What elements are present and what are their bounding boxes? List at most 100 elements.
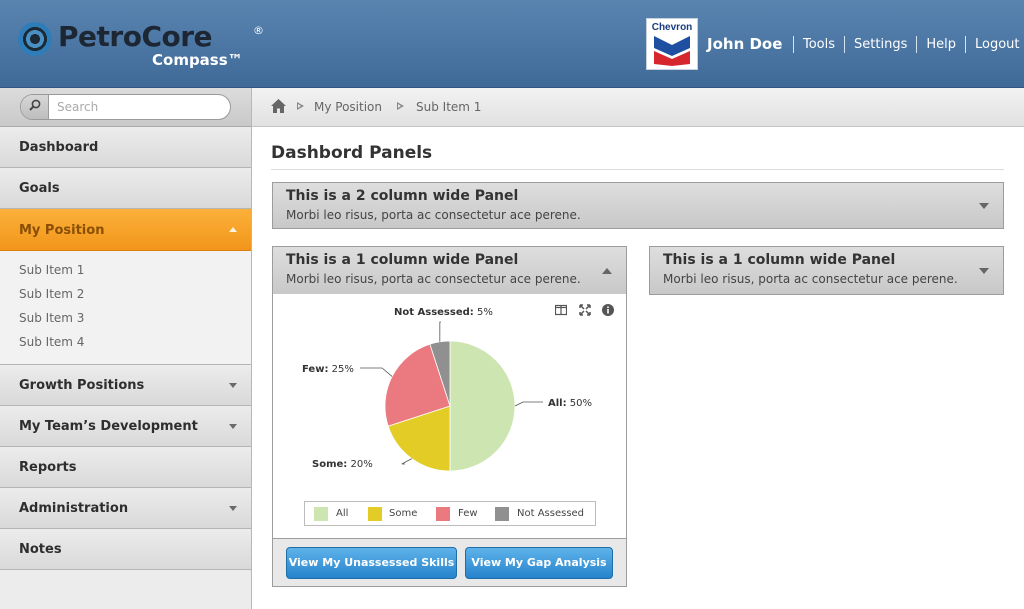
panel-subtitle: Morbi leo risus, porta ac consectetur ac…	[663, 272, 958, 286]
logout-link[interactable]: Logout	[965, 36, 1024, 53]
pie-slice-some[interactable]	[387, 405, 451, 472]
search-icon	[29, 99, 41, 111]
legend-swatch-not-assessed	[495, 507, 509, 521]
sidebar-item-label: Administration	[19, 501, 129, 516]
info-icon[interactable]	[602, 304, 614, 316]
pie-label-value: 50%	[569, 398, 593, 409]
legend-label-all[interactable]: All	[336, 508, 349, 519]
home-icon[interactable]	[271, 99, 286, 113]
panel-1-column-right[interactable]: This is a 1 column wide Panel Morbi leo …	[649, 246, 1004, 295]
legend-label-not-assessed[interactable]: Not Assessed	[517, 508, 585, 519]
legend-label-some[interactable]: Some	[389, 508, 418, 519]
pie-label-few: Few: 25%	[302, 364, 354, 375]
panel-subtitle: Morbi leo risus, porta ac consectetur ac…	[286, 208, 581, 222]
pie-label-value: 5%	[476, 307, 493, 318]
submenu-item-1[interactable]: Sub Item 1	[19, 263, 85, 277]
chevron-down-icon[interactable]	[979, 203, 989, 209]
tools-link[interactable]: Tools	[793, 36, 844, 53]
leader-line-few	[360, 367, 393, 377]
pie-label-not-assessed: Not Assessed: 5%	[394, 307, 493, 318]
sidebar-item-label: Notes	[19, 542, 62, 557]
settings-link[interactable]: Settings	[844, 36, 916, 53]
sidebar-item-dashboard[interactable]: Dashboard	[0, 127, 251, 168]
view-unassessed-skills-button[interactable]: View My Unassessed Skills	[286, 547, 457, 579]
chevron-logo: Chevron	[646, 18, 698, 70]
panel-title: This is a 2 column wide Panel	[286, 188, 519, 204]
pie-chart	[360, 321, 543, 472]
sidebar-item-growth-positions[interactable]: Growth Positions	[0, 365, 251, 406]
pie-label-value: 20%	[350, 459, 373, 470]
pie-slice-not-assessed[interactable]	[429, 340, 451, 407]
breadcrumb-separator-icon	[397, 102, 404, 110]
submenu-item-4[interactable]: Sub Item 4	[19, 335, 85, 349]
chevron-down-icon[interactable]	[979, 268, 989, 274]
breadcrumb: My Position Sub Item 1	[252, 88, 1024, 127]
logo-mark-icon	[18, 22, 52, 56]
sidebar-item-reports[interactable]: Reports	[0, 447, 251, 488]
sidebar-item-goals[interactable]: Goals	[0, 168, 251, 209]
expand-icon[interactable]	[579, 304, 591, 316]
view-gap-analysis-button[interactable]: View My Gap Analysis	[465, 547, 613, 579]
breadcrumb-my-position[interactable]: My Position	[314, 100, 382, 114]
legend-label-few[interactable]: Few	[458, 508, 478, 519]
leader-line-all	[514, 401, 543, 407]
partner-logo-name: Chevron	[651, 22, 693, 33]
panel-1-column-left[interactable]: This is a 1 column wide Panel Morbi leo …	[272, 246, 627, 295]
search-input[interactable]	[57, 95, 227, 119]
chevron-down-icon	[229, 383, 237, 388]
submenu-item-3[interactable]: Sub Item 3	[19, 311, 85, 325]
sidebar-item-label: My Position	[19, 223, 105, 238]
breadcrumb-separator-icon	[297, 102, 304, 110]
sidebar-item-my-position[interactable]: My Position	[0, 209, 251, 251]
sidebar-item-label: Goals	[19, 181, 60, 196]
app-header: PetroCore ® Compass™ Chevron John Doe To…	[0, 0, 1024, 88]
logo-subtitle: Compass™	[152, 51, 243, 69]
search-bar	[0, 88, 251, 127]
legend-swatch-all	[314, 507, 328, 521]
panel-footer: View My Unassessed Skills View My Gap An…	[272, 538, 627, 587]
my-position-submenu: Sub Item 1 Sub Item 2 Sub Item 3 Sub Ite…	[0, 251, 251, 365]
page-title: Dashbord Panels	[271, 143, 433, 163]
user-name[interactable]: John Doe	[707, 35, 783, 53]
sidebar-item-label: My Team’s Development	[19, 419, 198, 434]
leader-line-not-assessed	[439, 321, 441, 342]
panel-title: This is a 1 column wide Panel	[286, 252, 519, 268]
sidebar-item-label: Growth Positions	[19, 378, 145, 393]
sidebar-item-my-teams-development[interactable]: My Team’s Development	[0, 406, 251, 447]
help-link[interactable]: Help	[916, 36, 965, 53]
legend-swatch-some	[368, 507, 382, 521]
chevron-up-icon[interactable]	[602, 268, 612, 274]
pie-slice-all[interactable]	[449, 340, 516, 472]
pie-label-name: Not Assessed	[394, 307, 470, 318]
legend-swatch-few	[436, 507, 450, 521]
sidebar-item-label: Dashboard	[19, 140, 99, 155]
pie-label-name: Some	[312, 459, 344, 470]
chevron-up-icon	[229, 227, 237, 232]
title-divider	[271, 169, 1004, 170]
pie-label-all: All: 50%	[548, 398, 593, 409]
leader-line-some	[401, 458, 412, 465]
chevron-down-icon	[229, 424, 237, 429]
panel-subtitle: Morbi leo risus, porta ac consectetur ac…	[286, 272, 581, 286]
panel-2-column[interactable]: This is a 2 column wide Panel Morbi leo …	[272, 182, 1004, 229]
pie-label-name: All	[548, 398, 563, 409]
sidebar-item-label: Reports	[19, 460, 77, 475]
sidebar-item-notes[interactable]: Notes	[0, 529, 251, 570]
pie-label-name: Few	[302, 364, 325, 375]
breadcrumb-sub-item-1[interactable]: Sub Item 1	[416, 100, 482, 114]
search-button[interactable]	[21, 95, 49, 119]
top-links: Tools Settings Help Logout	[793, 36, 1024, 53]
submenu-item-2[interactable]: Sub Item 2	[19, 287, 85, 301]
split-view-icon[interactable]	[555, 304, 567, 316]
chevron-mark-icon	[654, 36, 690, 66]
sidebar: Dashboard Goals My Position Sub Item 1 S…	[0, 88, 252, 609]
pie-label-value: 25%	[331, 364, 354, 375]
panel-title: This is a 1 column wide Panel	[663, 252, 896, 268]
logo-name: PetroCore	[58, 20, 213, 53]
pie-label-some: Some: 20%	[312, 459, 373, 470]
logo-registered-mark: ®	[253, 24, 264, 37]
chart-legend: All Some Few Not Assessed	[304, 501, 596, 526]
chevron-down-icon	[229, 506, 237, 511]
sidebar-item-administration[interactable]: Administration	[0, 488, 251, 529]
chart-panel-body: Not Assessed: 5% Few: 25% All: 50% Some:…	[272, 294, 627, 538]
